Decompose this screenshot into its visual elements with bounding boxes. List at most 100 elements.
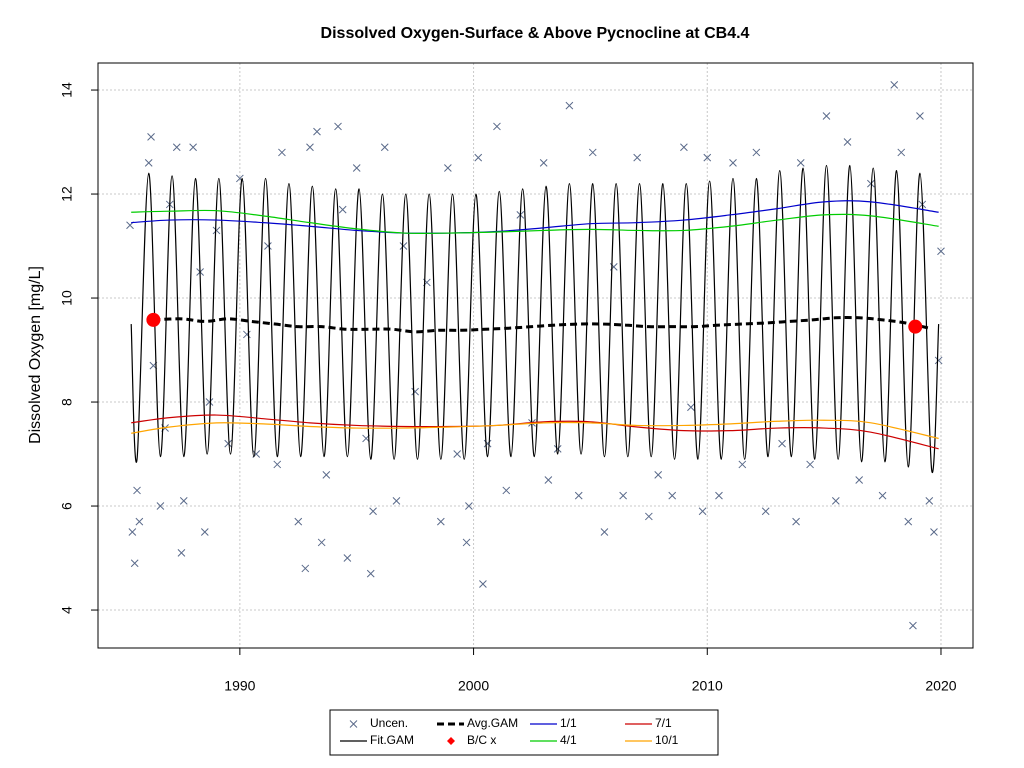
legend: Uncen. Fit.GAM Avg.GAM B/C x 1/1 4/1 7/1 10/1 xyxy=(340,716,679,747)
data-point xyxy=(698,507,707,516)
data-line xyxy=(153,316,930,334)
data-point xyxy=(539,158,548,167)
data-point xyxy=(343,554,352,562)
data-point xyxy=(925,496,934,505)
data-point xyxy=(334,122,342,131)
data-point xyxy=(644,512,653,521)
data-point xyxy=(792,517,800,526)
legend-swatch xyxy=(447,737,455,745)
data-point xyxy=(128,528,137,536)
y-tick-label: 10 xyxy=(59,290,75,306)
data-point xyxy=(369,507,377,516)
data-point xyxy=(243,330,251,339)
data-point xyxy=(317,538,326,547)
data-line xyxy=(131,209,939,234)
data-point xyxy=(479,580,487,588)
data-point xyxy=(867,179,875,188)
legend-swatch xyxy=(349,720,358,728)
data-point xyxy=(462,538,471,547)
data-point xyxy=(493,122,501,131)
data-point xyxy=(130,559,139,568)
data-point xyxy=(380,143,389,152)
data-point xyxy=(411,387,419,396)
data-point xyxy=(544,476,553,484)
data-point xyxy=(146,312,161,327)
data-point xyxy=(301,564,310,573)
legend-label: 4/1 xyxy=(560,733,577,747)
data-point xyxy=(156,502,165,510)
x-tick-label: 1990 xyxy=(224,678,255,694)
data-line xyxy=(131,200,939,234)
grid xyxy=(98,63,973,648)
data-point xyxy=(916,112,924,120)
data-point xyxy=(366,569,375,578)
data-point xyxy=(680,143,688,152)
data-point xyxy=(930,528,938,536)
data-point xyxy=(444,164,452,172)
data-point xyxy=(144,158,153,167)
data-line xyxy=(130,164,940,474)
data-point xyxy=(453,450,462,458)
data-point xyxy=(843,138,852,146)
data-point xyxy=(588,148,597,157)
legend-box xyxy=(329,709,719,756)
legend-label: Fit.GAM xyxy=(370,733,414,747)
data-point xyxy=(619,491,627,500)
data-point xyxy=(133,486,141,495)
data-point xyxy=(177,548,186,557)
chart-title: Dissolved Oxygen-Surface & Above Pycnocl… xyxy=(321,25,750,42)
data-point xyxy=(205,398,214,406)
y-axis-label: Dissolved Oxygen [mg/L] xyxy=(27,266,44,444)
data-point xyxy=(273,460,282,469)
data-point xyxy=(306,143,314,152)
y-tick-label: 14 xyxy=(59,82,75,98)
data-point xyxy=(890,80,899,89)
data-point xyxy=(908,319,923,334)
data-point xyxy=(796,158,805,167)
data-point xyxy=(502,486,511,495)
data-point xyxy=(483,439,492,448)
data-point xyxy=(600,528,609,536)
data-point xyxy=(322,470,331,479)
data-point xyxy=(147,132,155,141)
data-point xyxy=(264,242,272,250)
data-point xyxy=(553,444,562,453)
x-tick-label: 2010 xyxy=(692,678,723,694)
data-point xyxy=(399,242,408,250)
data-point xyxy=(352,164,361,172)
data-point xyxy=(179,496,188,505)
data-point xyxy=(729,158,737,167)
legend-label: B/C x xyxy=(467,733,496,747)
legend-label: 1/1 xyxy=(560,716,577,730)
data-point xyxy=(135,517,144,526)
data-point xyxy=(778,439,786,448)
data-point xyxy=(200,528,209,536)
data-point xyxy=(392,496,401,505)
data-point xyxy=(565,101,574,110)
data-point xyxy=(465,502,473,510)
data-point xyxy=(474,153,483,162)
data-point xyxy=(715,491,723,500)
data-point xyxy=(937,247,945,256)
data-point xyxy=(172,143,181,152)
data-point xyxy=(313,127,321,136)
data-point xyxy=(668,491,677,500)
data-point xyxy=(855,476,864,484)
x-tick-label: 2000 xyxy=(458,678,489,694)
data-point xyxy=(654,470,663,479)
data-point xyxy=(574,491,583,500)
data-point xyxy=(703,153,712,162)
legend-label: 7/1 xyxy=(655,716,672,730)
data-point xyxy=(738,460,747,469)
y-tick-label: 12 xyxy=(59,186,75,202)
data-point xyxy=(294,517,303,526)
data-point xyxy=(224,439,233,448)
y-tick-label: 6 xyxy=(59,502,75,510)
data-point xyxy=(897,148,906,157)
data-point xyxy=(934,356,943,365)
legend-label: Uncen. xyxy=(370,716,408,730)
data-point xyxy=(752,148,761,157)
data-point xyxy=(278,148,286,157)
